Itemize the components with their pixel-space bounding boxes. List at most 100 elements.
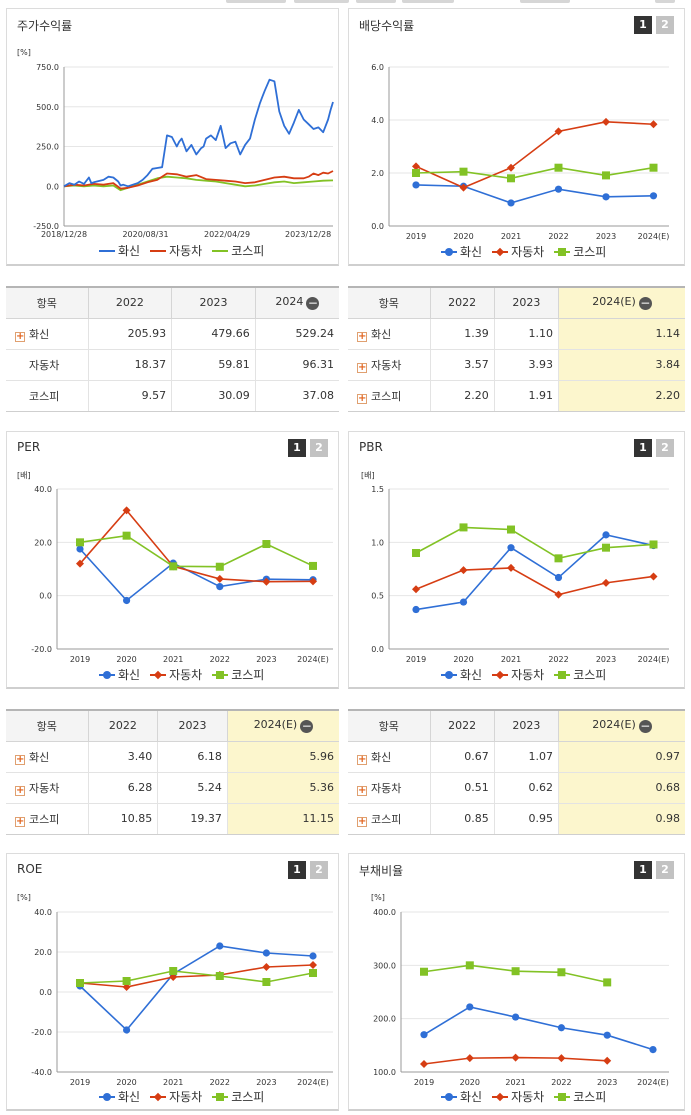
chart-legend: 화신 자동차 코스피: [99, 242, 264, 259]
legend-item-kospi[interactable]: 코스피: [212, 1088, 264, 1105]
x-tick-label: 2021: [501, 655, 521, 664]
data-point-auto: [459, 566, 468, 575]
legend-item-kospi[interactable]: 코스피: [212, 242, 264, 259]
panel-title: PER: [17, 440, 41, 454]
table-cell: 0.62: [493, 772, 559, 804]
legend-item-hwashin[interactable]: 화신: [441, 666, 482, 683]
page-2-button[interactable]: 2: [656, 861, 674, 879]
data-point-auto: [557, 1054, 566, 1063]
legend-item-hwashin[interactable]: 화신: [99, 666, 140, 683]
data-point-kospi: [459, 167, 468, 176]
page-1-button[interactable]: 1: [288, 861, 306, 879]
table-cell: 2.20: [558, 380, 685, 411]
legend-item-kospi[interactable]: 코스피: [554, 666, 606, 683]
legend-item-kospi[interactable]: 코스피: [554, 243, 606, 260]
expand-plus-icon[interactable]: +: [15, 330, 25, 342]
legend-symbol: [212, 246, 229, 256]
legend-label: 자동차: [169, 244, 203, 258]
legend-item-auto[interactable]: 자동차: [150, 242, 202, 259]
legend-item-auto[interactable]: 자동차: [492, 243, 544, 260]
legend-item-kospi[interactable]: 코스피: [212, 666, 264, 683]
data-point-kospi: [215, 562, 224, 571]
chart-legend: 화신 자동차 코스피: [441, 243, 606, 260]
series-line-hwashin: [415, 533, 654, 611]
legend-label: 코스피: [573, 1090, 607, 1104]
expand-plus-icon[interactable]: +: [357, 753, 367, 765]
data-point-kospi: [76, 979, 84, 987]
data-point-hwashin: [602, 193, 610, 201]
table-cell: 2.20: [429, 380, 495, 411]
series-line-auto: [79, 964, 314, 988]
data-point-kospi: [122, 531, 131, 540]
legend-item-auto[interactable]: 자동차: [150, 666, 202, 683]
legend-label: 화신: [460, 668, 483, 682]
legend-item-hwashin[interactable]: 화신: [441, 243, 482, 260]
table-row: + 자동차 0.51 0.62 0.68: [348, 772, 685, 804]
expand-plus-icon[interactable]: +: [357, 392, 367, 404]
y-tick-label: -20.0: [31, 645, 52, 654]
collapse-icon[interactable]: −: [638, 719, 652, 734]
table-row: + 화신 0.67 1.07 0.97: [348, 741, 685, 773]
legend-item-auto[interactable]: 자동차: [492, 1088, 544, 1105]
collapse-icon[interactable]: −: [300, 719, 314, 734]
page-2-button[interactable]: 2: [310, 861, 328, 879]
legend-item-auto[interactable]: 자동차: [492, 666, 544, 683]
table-header-row: 항목 2022 2023 2024−: [6, 288, 339, 319]
legend-item-hwashin[interactable]: 화신: [441, 1088, 482, 1105]
legend-label: 코스피: [231, 244, 265, 258]
debt-ratio-panel: 부채비율 1 2 [%] 400.0 300.0 200.0 100.0 2019 202…: [348, 853, 685, 1111]
per-chart: 40.0 20.0 0.0 -20.0 2019 2020 2021 2022 2023 2024…: [31, 485, 333, 664]
table-cell: 1.10: [493, 318, 559, 350]
table-cell: 9.57: [87, 380, 172, 411]
table-cell: 0.95: [493, 803, 559, 834]
data-point-auto: [649, 120, 658, 129]
collapse-icon[interactable]: −: [638, 296, 652, 311]
data-point-auto: [420, 1060, 428, 1068]
page-1-button[interactable]: 1: [634, 861, 652, 879]
legend-item-kospi[interactable]: 코스피: [554, 1088, 606, 1105]
data-point-auto: [511, 1053, 520, 1062]
expand-plus-icon[interactable]: +: [15, 815, 25, 827]
dividend-panel: 배당수익률 1 2 6.0 4.0 2.0 0.0 2019 2020 2021 2022 20…: [348, 8, 685, 266]
page-1-button[interactable]: 1: [288, 439, 306, 457]
legend-item-auto[interactable]: 자동차: [150, 1088, 202, 1105]
y-tick-label: 0.0: [371, 645, 384, 654]
y-unit-label: [배]: [17, 471, 31, 480]
expand-plus-icon[interactable]: +: [15, 753, 25, 765]
x-tick-label: 2019: [414, 1078, 434, 1087]
x-tick-label: 2021: [163, 655, 183, 664]
series-line-kospi: [79, 970, 314, 984]
expand-plus-icon[interactable]: +: [357, 361, 367, 373]
data-point-kospi: [554, 554, 563, 563]
expand-plus-icon[interactable]: +: [357, 815, 367, 827]
data-point-kospi: [507, 174, 515, 183]
x-tick-label: 2022: [210, 1078, 230, 1087]
expand-plus-icon[interactable]: +: [357, 784, 367, 796]
data-point-hwashin: [602, 531, 610, 539]
expand-plus-icon[interactable]: +: [15, 784, 25, 796]
column-header: 2022: [429, 288, 495, 319]
page-2-button[interactable]: 2: [310, 439, 328, 457]
page-1-button[interactable]: 1: [634, 16, 652, 34]
legend-symbol: [554, 1092, 571, 1102]
page-1-button[interactable]: 1: [634, 439, 652, 457]
page-2-button[interactable]: 2: [656, 439, 674, 457]
column-header: 항목: [348, 711, 430, 742]
column-header-label: 2022: [108, 719, 137, 733]
row-label: + 화신: [6, 318, 88, 350]
table-cell: 529.24: [254, 318, 339, 350]
debt-ratio-chart: 400.0 300.0 200.0 100.0 2019 2020 2021 2022 2023…: [373, 908, 669, 1087]
page-2-button[interactable]: 2: [656, 16, 674, 34]
data-point-kospi: [649, 163, 658, 172]
collapse-icon[interactable]: −: [306, 296, 320, 311]
roe-chart: 40.0 20.0 0.0 -20.0 -40.0 2019 2020 2021 2022 202…: [31, 908, 333, 1087]
pbr-chart: 1.5 1.0 0.5 0.0 2019 2020 2021 2022 2023 2024(E): [371, 485, 669, 664]
legend-item-hwashin[interactable]: 화신: [99, 1088, 140, 1105]
data-point-auto: [215, 574, 224, 583]
data-point-hwashin: [123, 596, 131, 605]
expand-plus-icon[interactable]: +: [357, 330, 367, 342]
y-tick-label: 400.0: [373, 908, 396, 917]
row-label: + 화신: [348, 741, 430, 773]
legend-item-hwashin[interactable]: 화신: [99, 242, 140, 259]
row-label-text: 코스피: [371, 812, 402, 826]
